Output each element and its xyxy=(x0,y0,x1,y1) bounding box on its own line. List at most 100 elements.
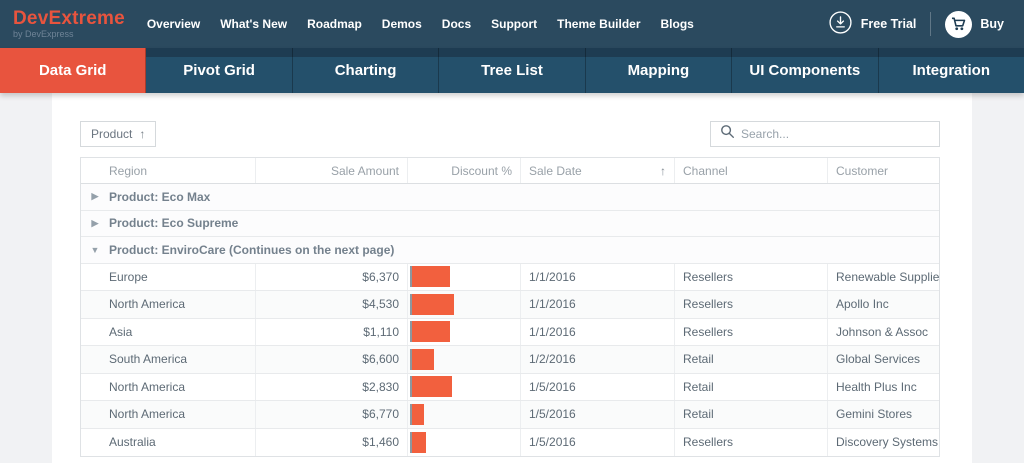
table-row[interactable]: North America $2,830 1/5/2016 Retail Hea… xyxy=(81,373,939,401)
top-nav-item-overview[interactable]: Overview xyxy=(146,17,201,31)
cell-discount xyxy=(408,373,521,400)
column-header-sale-date[interactable]: Sale Date ↑ xyxy=(521,158,675,183)
cell-customer: Apollo Inc xyxy=(836,297,889,312)
discount-bar xyxy=(410,266,450,288)
cell-region: North America xyxy=(81,401,256,428)
search-input[interactable] xyxy=(741,127,930,141)
top-nav-item-support[interactable]: Support xyxy=(491,17,538,31)
buy-button[interactable]: Buy xyxy=(945,10,1004,38)
cell-sale-date: 1/1/2016 xyxy=(521,263,675,290)
column-header-customer[interactable]: Customer xyxy=(836,163,889,178)
cell-sale-date: 1/1/2016 xyxy=(521,318,675,345)
search-box[interactable] xyxy=(710,121,940,147)
group-expand-icon[interactable]: ▶ xyxy=(91,191,99,202)
cell-region: South America xyxy=(81,346,256,373)
cell-region: North America xyxy=(81,291,256,318)
group-row-label: Product: Eco Max xyxy=(109,189,211,204)
top-nav-item-demos[interactable]: Demos xyxy=(381,17,422,31)
column-header-channel[interactable]: Channel xyxy=(675,158,828,183)
cell-region: Asia xyxy=(81,318,256,345)
tab-ui-components[interactable]: UI Components xyxy=(732,48,879,93)
group-expand-icon[interactable]: ▶ xyxy=(91,217,99,228)
sort-arrow-icon: ↑ xyxy=(660,163,666,178)
actions-divider xyxy=(930,12,932,36)
table-row[interactable]: South America $6,600 1/2/2016 Retail Glo… xyxy=(81,346,939,374)
cell-region: Australia xyxy=(81,428,256,456)
discount-bar xyxy=(410,431,426,453)
top-nav-item-docs[interactable]: Docs xyxy=(441,17,472,31)
cell-discount xyxy=(408,318,521,345)
cell-sale-amount: $4,530 xyxy=(256,291,408,318)
cell-channel: Resellers xyxy=(675,291,828,318)
top-nav-item-theme-builder[interactable]: Theme Builder xyxy=(557,17,641,31)
top-nav-item-roadmap[interactable]: Roadmap xyxy=(307,17,362,31)
tab-tree-list[interactable]: Tree List xyxy=(439,48,586,93)
cell-customer: Renewable Supplies xyxy=(836,269,939,284)
column-header-sale-amount[interactable]: Sale Amount xyxy=(256,158,408,183)
tab-integration[interactable]: Integration xyxy=(878,48,1024,93)
top-nav-item-what-s-new[interactable]: What's New xyxy=(220,17,288,31)
cell-channel: Resellers xyxy=(675,428,828,456)
cell-sale-date: 1/2/2016 xyxy=(521,346,675,373)
discount-bar xyxy=(410,293,454,315)
cell-discount xyxy=(408,346,521,373)
grid-body: ▶ Product: Eco Max ▶ Product: Eco Suprem… xyxy=(81,184,939,456)
group-expand-icon[interactable]: ▼ xyxy=(90,244,100,255)
cell-channel: Retail xyxy=(675,346,828,373)
cell-sale-date: 1/1/2016 xyxy=(521,291,675,318)
tab-mapping[interactable]: Mapping xyxy=(585,48,733,93)
cell-region: Europe xyxy=(81,263,256,290)
free-trial-label: Free Trial xyxy=(860,17,917,31)
cell-sale-amount: $6,370 xyxy=(256,263,408,290)
demo-tabs: Data Grid Pivot Grid Charting Tree List Mapp… xyxy=(0,48,1024,93)
table-row[interactable]: North America $6,770 1/5/2016 Retail Gem… xyxy=(81,401,939,429)
tab-charting[interactable]: Charting xyxy=(292,48,440,93)
cell-sale-amount: $6,600 xyxy=(256,346,408,373)
cell-customer: Global Services xyxy=(836,352,921,367)
cell-sale-date: 1/5/2016 xyxy=(521,373,675,400)
search-icon xyxy=(720,124,735,144)
cell-sale-amount: $2,830 xyxy=(256,373,408,400)
group-row[interactable]: ▶ Product: Eco Max xyxy=(81,184,939,211)
free-trial-button[interactable]: Free Trial xyxy=(828,10,917,38)
table-row[interactable]: Australia $1,460 1/5/2016 Resellers Disc… xyxy=(81,428,939,456)
cell-sale-date: 1/5/2016 xyxy=(521,401,675,428)
cell-discount xyxy=(408,263,521,290)
logo-subtitle: by DevExpress xyxy=(13,29,74,39)
cell-sale-amount: $1,110 xyxy=(256,318,408,345)
group-row[interactable]: ▶ Product: Eco Supreme xyxy=(81,210,939,237)
cell-customer: Discovery Systems xyxy=(836,435,939,450)
discount-bar xyxy=(410,348,434,370)
top-nav-item-blogs[interactable]: Blogs xyxy=(660,17,694,31)
table-row[interactable]: North America $4,530 1/1/2016 Resellers … xyxy=(81,291,939,319)
table-row[interactable]: Europe $6,370 1/1/2016 Resellers Renewab… xyxy=(81,263,939,291)
tab-data-grid[interactable]: Data Grid xyxy=(0,48,147,93)
buy-label: Buy xyxy=(980,17,1004,31)
cell-customer: Gemini Stores xyxy=(836,407,913,422)
discount-bar xyxy=(410,376,452,398)
devextreme-logo[interactable]: DevExtreme by DevExpress xyxy=(13,9,125,39)
data-grid: Region Sale Amount Discount % Sale Date ↑ Cha… xyxy=(80,157,940,457)
cell-channel: Resellers xyxy=(675,263,828,290)
cell-sale-amount: $6,770 xyxy=(256,401,408,428)
tab-pivot-grid[interactable]: Pivot Grid xyxy=(146,48,293,93)
cell-sale-amount: $1,460 xyxy=(256,428,408,456)
table-row[interactable]: Asia $1,110 1/1/2016 Resellers Johnson &… xyxy=(81,318,939,346)
group-row-label: Product: EnviroCare (Continues on the ne… xyxy=(109,242,395,257)
cell-discount xyxy=(408,291,521,318)
group-row[interactable]: ▼ Product: EnviroCare (Continues on the … xyxy=(81,237,939,264)
discount-bar xyxy=(410,403,424,425)
cell-customer: Johnson & Assoc xyxy=(836,324,929,339)
cart-icon xyxy=(945,10,973,38)
group-row-label: Product: Eco Supreme xyxy=(109,216,239,231)
cell-channel: Resellers xyxy=(675,318,828,345)
column-header-discount[interactable]: Discount % xyxy=(408,158,521,183)
cell-discount xyxy=(408,428,521,456)
cell-region: North America xyxy=(81,373,256,400)
cell-channel: Retail xyxy=(675,401,828,428)
group-panel-chip-product[interactable]: Product ↑ xyxy=(80,121,157,147)
sort-asc-icon: ↑ xyxy=(139,127,146,141)
top-navigation-bar: DevExtreme by DevExpress Overview What's … xyxy=(0,0,1024,48)
column-header-region[interactable]: Region xyxy=(81,158,256,183)
